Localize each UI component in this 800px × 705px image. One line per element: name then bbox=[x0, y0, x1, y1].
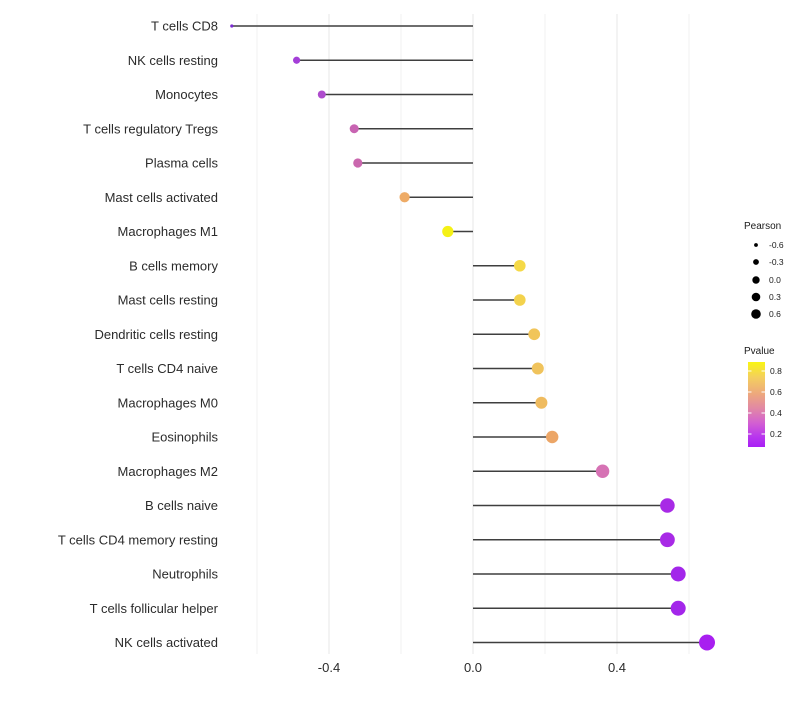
lollipop-dot bbox=[531, 362, 544, 375]
x-axis-tick-label: 0.0 bbox=[464, 660, 482, 675]
legend-size-dot bbox=[751, 292, 761, 302]
y-axis-label: T cells CD4 memory resting bbox=[58, 532, 218, 547]
lollipop-dot bbox=[399, 192, 410, 203]
legend-size-label: 0.3 bbox=[769, 292, 781, 302]
y-axis-label: NK cells resting bbox=[128, 53, 218, 68]
lollipop-dot bbox=[349, 124, 359, 134]
lollipop-dot bbox=[535, 396, 548, 409]
legend-size-label: -0.6 bbox=[769, 240, 784, 250]
lollipop-dot bbox=[528, 328, 541, 341]
y-axis-label: T cells regulatory Tregs bbox=[83, 121, 218, 136]
y-axis-label: T cells CD4 naive bbox=[116, 361, 218, 376]
y-axis-label: Eosinophils bbox=[152, 430, 219, 445]
y-axis-label: Monocytes bbox=[155, 87, 218, 102]
y-axis-label: NK cells activated bbox=[115, 635, 218, 650]
lollipop-dot bbox=[514, 294, 526, 306]
lollipop-dot bbox=[595, 464, 610, 478]
y-axis-label: Macrophages M0 bbox=[118, 395, 218, 410]
legend-size-label: -0.3 bbox=[769, 257, 784, 267]
y-axis-label: Mast cells activated bbox=[105, 190, 218, 205]
legend-pvalue-tick-label: 0.6 bbox=[770, 387, 782, 397]
y-axis-label: T cells follicular helper bbox=[90, 601, 219, 616]
lollipop-dot bbox=[353, 158, 363, 168]
legend-pearson-title: Pearson bbox=[744, 221, 781, 232]
y-axis-label: Neutrophils bbox=[152, 567, 218, 582]
y-axis-label: Macrophages M2 bbox=[118, 464, 218, 479]
lollipop-dot bbox=[670, 566, 686, 582]
lollipop-dot bbox=[230, 24, 234, 28]
legend-size-dot bbox=[751, 309, 761, 319]
lollipop-dot bbox=[514, 259, 526, 272]
lollipop-dot bbox=[442, 225, 454, 238]
legend-size-label: 0.0 bbox=[769, 275, 781, 285]
y-axis-label: T cells CD8 bbox=[151, 19, 218, 34]
legend-size-dot bbox=[752, 276, 760, 284]
x-axis-tick-label: 0.4 bbox=[608, 660, 626, 675]
lollipop-dot bbox=[670, 600, 686, 616]
y-axis-label: Dendritic cells resting bbox=[94, 327, 218, 342]
pvalue-colorbar bbox=[748, 362, 765, 447]
legend-size-label: 0.6 bbox=[769, 309, 781, 319]
x-axis-tick-label: -0.4 bbox=[318, 660, 340, 675]
legend-pvalue-tick-label: 0.8 bbox=[770, 366, 782, 376]
y-axis-label: Macrophages M1 bbox=[118, 224, 218, 239]
legend-size-dot bbox=[754, 243, 758, 247]
y-axis-label: Mast cells resting bbox=[118, 293, 218, 308]
lollipop-dot bbox=[546, 430, 559, 444]
legend-size-dot bbox=[753, 259, 759, 265]
lollipop-dot bbox=[660, 532, 675, 548]
lollipop-dot bbox=[660, 498, 675, 513]
lollipop-dot bbox=[699, 634, 715, 651]
legend-pvalue-title: Pvalue bbox=[744, 346, 775, 357]
legend-pvalue-tick-label: 0.4 bbox=[770, 408, 782, 418]
y-axis-label: B cells naive bbox=[145, 498, 218, 513]
y-axis-label: Plasma cells bbox=[145, 156, 218, 171]
y-axis-label: B cells memory bbox=[129, 258, 218, 273]
legend-pvalue-tick-label: 0.2 bbox=[770, 429, 782, 439]
lollipop-dot bbox=[293, 56, 301, 64]
lollipop-dot bbox=[317, 90, 326, 99]
